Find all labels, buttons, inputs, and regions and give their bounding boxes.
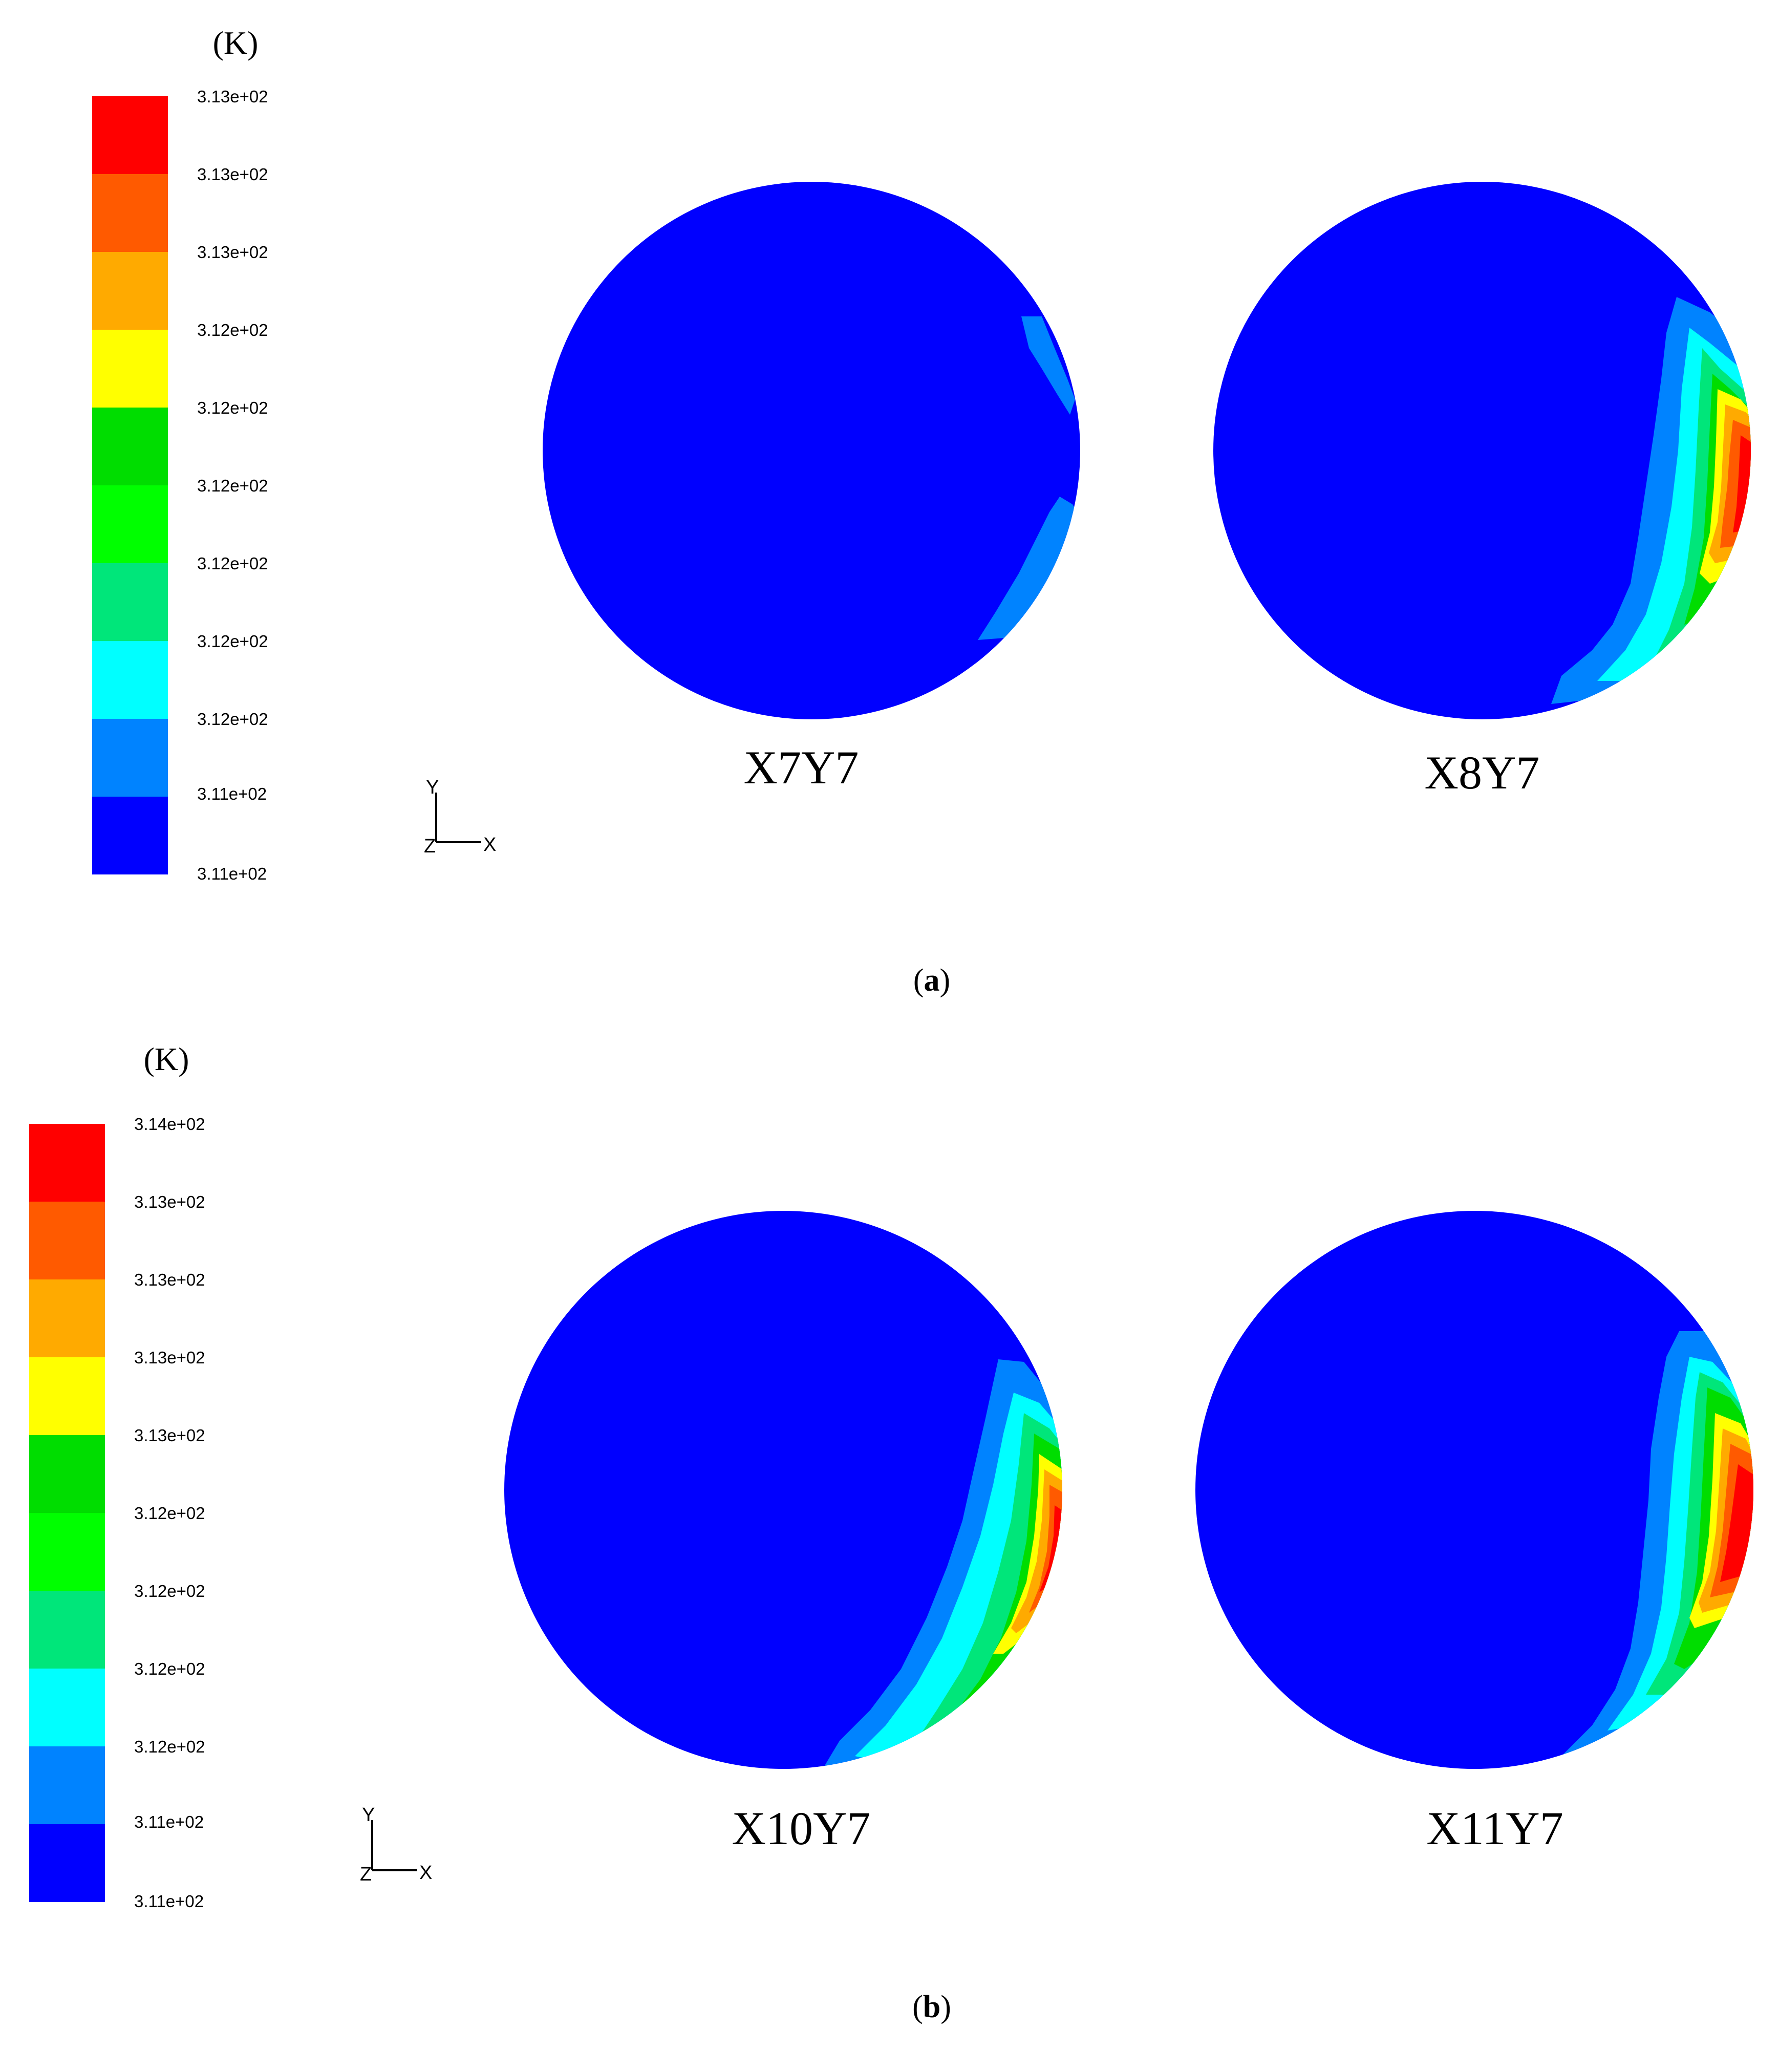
y-axis-letter: Y [362, 1804, 375, 1826]
contour-circle: X8Y7 [1213, 182, 1751, 799]
panel-caption: (a) [913, 963, 950, 998]
legend-tick-11: 3.11e+02 [134, 1892, 204, 1911]
x-axis-letter: X [419, 1862, 432, 1884]
color-legend: (K) 3.14e+02 3.13e+02 3.13e+02 3.13e+02 … [29, 1041, 205, 1911]
legend-color-bar [29, 1124, 105, 1902]
legend-band-1 [92, 96, 168, 174]
legend-tick-3: 3.13e+02 [134, 1270, 205, 1289]
axis-triad: Y Z X [424, 777, 496, 857]
axis-triad: Y Z X [360, 1804, 432, 1885]
contour-circle: X7Y7 [543, 182, 1080, 794]
caption-paren-close: ) [940, 1990, 951, 2024]
legend-color-bar [92, 96, 168, 874]
legend-band-8 [92, 641, 168, 719]
caption-paren-open: ( [912, 1990, 923, 2024]
legend-band-10 [92, 797, 168, 874]
legend-tick-5: 3.13e+02 [134, 1426, 205, 1445]
legend-tick-9: 3.12e+02 [134, 1737, 205, 1756]
circle-base [1195, 1211, 1753, 1769]
legend-tick-2: 3.13e+02 [197, 165, 268, 184]
legend-band-8 [29, 1669, 105, 1746]
legend-band-3 [29, 1279, 105, 1357]
legend-band-9 [92, 719, 168, 797]
circle-base [543, 182, 1080, 719]
legend-unit: (K) [144, 1041, 189, 1077]
contour-band [978, 497, 1080, 640]
legend-ticks: 3.14e+02 3.13e+02 3.13e+02 3.13e+02 3.13… [134, 1115, 205, 1911]
legend-tick-6: 3.12e+02 [197, 476, 268, 495]
legend-tick-10: 3.11e+02 [197, 784, 267, 803]
circle-label: X10Y7 [732, 1802, 871, 1854]
legend-band-5 [92, 408, 168, 485]
legend-band-2 [29, 1202, 105, 1279]
caption-paren-open: ( [913, 963, 924, 998]
legend-tick-1: 3.13e+02 [197, 87, 268, 106]
color-legend: (K) 3.13e+02 3.13e+02 3.13e+02 3.12e+02 … [92, 25, 268, 883]
contour-circle: X11Y7 [1195, 1211, 1753, 1854]
caption-letter: a [924, 963, 940, 998]
legend-band-4 [29, 1357, 105, 1435]
legend-tick-3: 3.13e+02 [197, 243, 268, 262]
legend-band-7 [29, 1591, 105, 1669]
legend-band-10 [29, 1824, 105, 1902]
legend-tick-4: 3.13e+02 [134, 1348, 205, 1367]
legend-band-9 [29, 1746, 105, 1824]
legend-tick-4: 3.12e+02 [197, 321, 268, 339]
legend-band-7 [92, 563, 168, 641]
legend-band-2 [92, 174, 168, 252]
caption-paren-close: ) [940, 963, 951, 998]
legend-band-5 [29, 1435, 105, 1513]
panel-caption: (b) [912, 1990, 951, 2024]
legend-tick-6: 3.12e+02 [134, 1504, 205, 1523]
legend-tick-8: 3.12e+02 [134, 1659, 205, 1678]
x-axis-letter: X [483, 834, 496, 856]
contour-band [1021, 316, 1075, 415]
legend-tick-1: 3.14e+02 [134, 1115, 205, 1134]
legend-tick-7: 3.12e+02 [134, 1582, 205, 1600]
circle-label: X8Y7 [1425, 746, 1540, 799]
panel-a-figure: (K) 3.13e+02 3.13e+02 3.13e+02 3.12e+02 … [92, 25, 1751, 998]
legend-band-6 [92, 485, 168, 563]
legend-band-1 [29, 1124, 105, 1202]
z-axis-letter: Z [424, 836, 436, 857]
panel-b: (K) 3.14e+02 3.13e+02 3.13e+02 3.13e+02 … [0, 1029, 1779, 2058]
legend-unit: (K) [213, 25, 259, 61]
panel-a: (K) 3.13e+02 3.13e+02 3.13e+02 3.12e+02 … [0, 0, 1779, 1029]
legend-ticks: 3.13e+02 3.13e+02 3.13e+02 3.12e+02 3.12… [197, 87, 268, 883]
legend-band-4 [92, 330, 168, 408]
contour-band [1039, 1505, 1062, 1592]
legend-tick-8: 3.12e+02 [197, 632, 268, 651]
legend-band-3 [92, 252, 168, 330]
legend-tick-7: 3.12e+02 [197, 554, 268, 573]
legend-tick-10: 3.11e+02 [134, 1812, 204, 1831]
circle-label: X11Y7 [1426, 1802, 1563, 1854]
legend-tick-9: 3.12e+02 [197, 710, 268, 729]
z-axis-letter: Z [360, 1864, 372, 1885]
panel-b-figure: (K) 3.14e+02 3.13e+02 3.13e+02 3.13e+02 … [29, 1041, 1753, 2024]
circle-base [1213, 182, 1751, 719]
circle-label: X7Y7 [744, 741, 859, 794]
legend-band-6 [29, 1513, 105, 1591]
y-axis-letter: Y [426, 777, 439, 798]
legend-tick-2: 3.13e+02 [134, 1192, 205, 1211]
legend-tick-5: 3.12e+02 [197, 398, 268, 417]
caption-letter: b [923, 1990, 940, 2024]
contour-circle: X10Y7 [504, 1211, 1062, 1854]
legend-tick-11: 3.11e+02 [197, 864, 267, 883]
